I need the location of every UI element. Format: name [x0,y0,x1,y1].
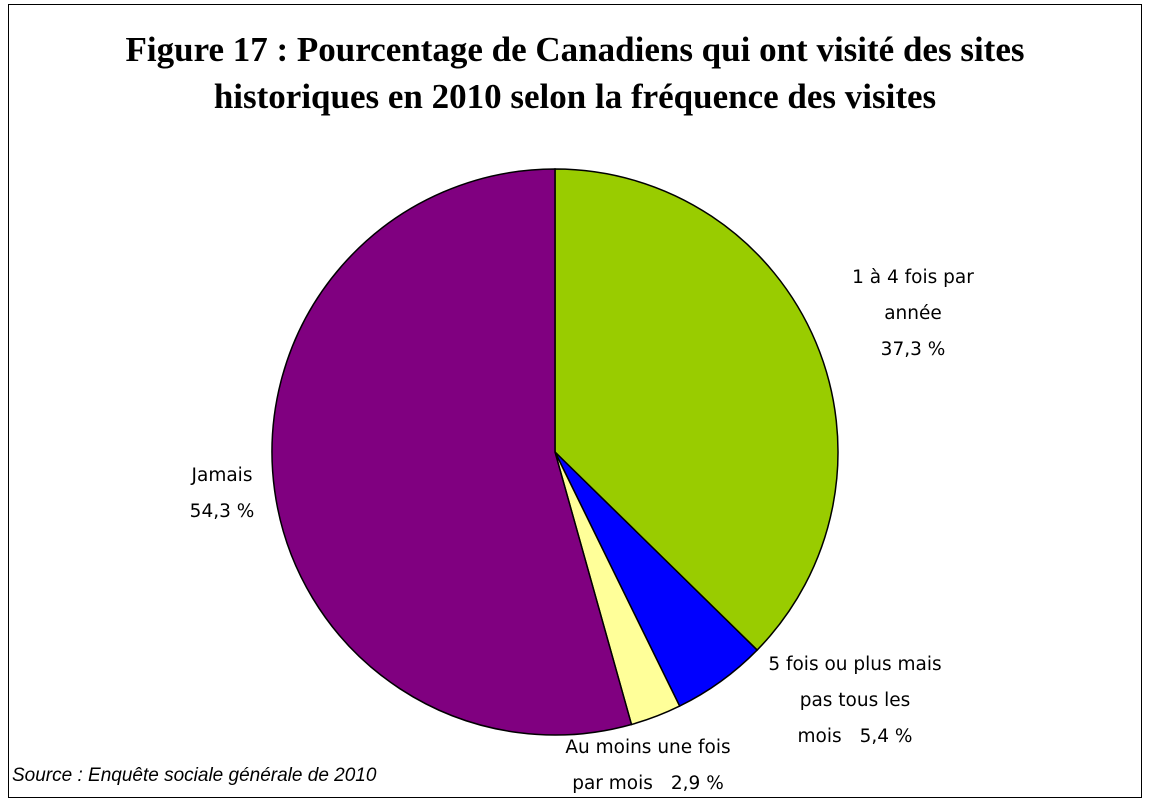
category-label: 5 fois ou plus mais pas tous les mois [768,654,942,747]
value-label: 2,9 % [670,773,724,794]
category-label: Au moins une fois par mois [565,737,731,794]
category-label: 1 à 4 fois par année [852,267,974,324]
slice-label: Au moins une fois par mois 2,9 % [548,730,748,802]
value-label: 5,4 % [859,726,913,747]
slice-label: Jamais 54,3 % [140,458,304,530]
chart-title: Figure 17 : Pourcentage de Canadiens qui… [125,30,1025,116]
source-note: Source : Enquête sociale générale de 201… [12,765,377,786]
pie-slice [271,168,633,736]
chart-frame [8,4,1142,798]
value-label: 54,3 % [189,501,255,522]
slice-label: 5 fois ou plus mais pas tous les mois 5,4… [760,647,950,755]
category-label: Jamais [191,465,253,486]
pie-slice [554,168,839,652]
slice-label: 1 à 4 fois par année 37,3 % [823,260,1003,368]
value-label: 37,3 % [880,339,946,360]
